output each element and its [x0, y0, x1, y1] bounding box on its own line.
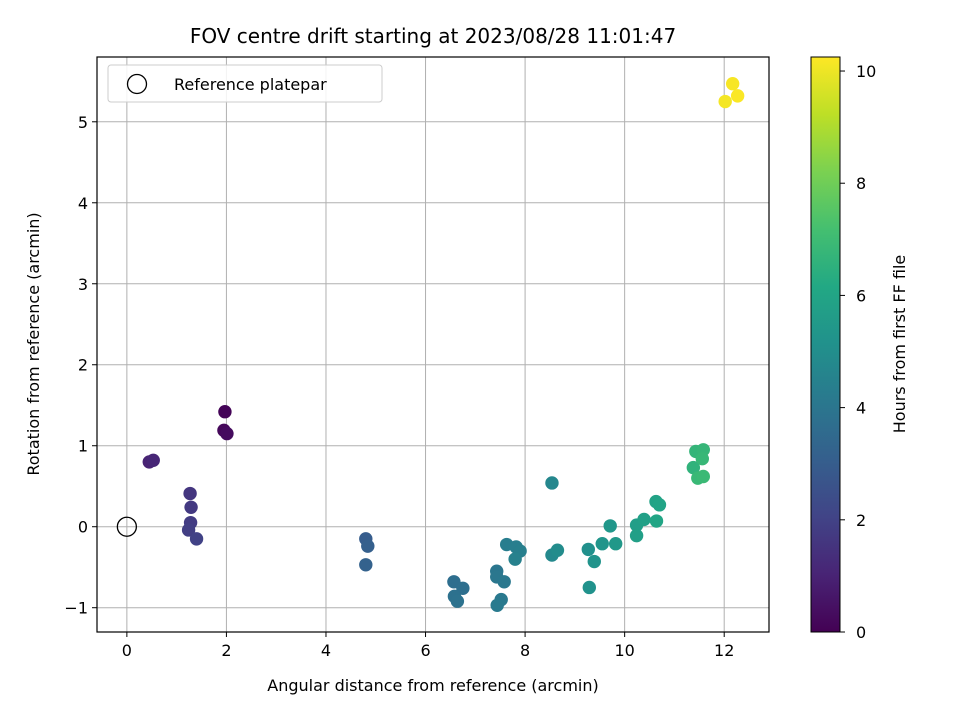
- data-point: [696, 469, 710, 484]
- legend-box: [107, 64, 383, 103]
- colorbar-tick-label: 0: [856, 623, 866, 642]
- x-tick-label: 8: [520, 641, 530, 660]
- data-point: [550, 543, 565, 557]
- data-point: [718, 94, 732, 109]
- data-point: [629, 528, 644, 543]
- y-tick-label: 2: [78, 356, 88, 375]
- colorbar-tick-label: 6: [856, 286, 866, 305]
- legend-entry-label: Reference platepar: [174, 75, 327, 94]
- data-point: [652, 498, 667, 512]
- colorbar-tick-label: 8: [856, 174, 866, 193]
- data-point: [189, 532, 204, 546]
- data-point: [497, 575, 511, 589]
- x-tick-label: 12: [714, 641, 734, 660]
- data-point: [587, 554, 601, 569]
- data-point: [637, 512, 651, 527]
- data-point: [581, 542, 596, 557]
- data-point: [649, 514, 664, 528]
- data-point: [695, 451, 709, 466]
- colorbar-gradient: [810, 56, 841, 633]
- x-tick-label: 10: [614, 641, 634, 660]
- y-axis-label: Rotation from reference (arcmin): [24, 212, 43, 475]
- colorbar-label: Hours from first FF file: [890, 255, 909, 434]
- data-point: [450, 594, 465, 608]
- colorbar-ticks: 0 2 4 6 8 10: [840, 62, 876, 642]
- legend-marker-icon: [126, 73, 148, 95]
- colorbar: 0 2 4 6 8 10 Hours from first FF file: [810, 56, 909, 642]
- data-points: [142, 77, 745, 612]
- data-point: [508, 552, 522, 566]
- y-tick-label: −1: [64, 599, 88, 618]
- colorbar-tick-label: 10: [856, 62, 876, 81]
- data-point: [730, 89, 745, 103]
- colorbar-tick-label: 2: [856, 511, 866, 530]
- data-point: [218, 405, 232, 419]
- y-tick-label: 5: [78, 113, 88, 132]
- data-point: [725, 77, 740, 91]
- data-point: [220, 426, 234, 441]
- x-axis-label: Angular distance from reference (arcmin): [267, 676, 598, 695]
- y-tick-label: 0: [78, 518, 88, 537]
- y-tick-label: 3: [78, 275, 88, 294]
- x-tick-label: 0: [122, 641, 132, 660]
- data-point: [184, 500, 198, 514]
- grid: [97, 57, 769, 632]
- data-point: [361, 539, 375, 553]
- data-point: [359, 558, 373, 572]
- data-point: [545, 476, 559, 490]
- data-point: [183, 486, 197, 501]
- data-point: [595, 537, 609, 551]
- x-tick-label: 4: [321, 641, 331, 660]
- colorbar-tick-label: 4: [856, 399, 866, 418]
- x-axis: 0 2 4 6 8 10 12: [122, 632, 734, 660]
- data-point: [582, 580, 597, 595]
- legend: Reference platepar: [107, 64, 383, 103]
- x-tick-label: 6: [420, 641, 430, 660]
- reference-marker: [116, 516, 138, 537]
- y-tick-label: 4: [78, 194, 88, 213]
- data-point: [146, 453, 160, 468]
- chart-title: FOV centre drift starting at 2023/08/28 …: [190, 24, 676, 48]
- y-tick-label: 1: [78, 437, 88, 456]
- data-point: [490, 598, 504, 612]
- data-point: [181, 523, 196, 537]
- data-point: [608, 537, 623, 551]
- x-tick-label: 2: [221, 641, 231, 660]
- data-point: [603, 519, 617, 533]
- y-axis: −1 0 1 2 3 4 5: [64, 113, 97, 618]
- data-point: [456, 581, 470, 595]
- plot-frame: [96, 56, 770, 633]
- data-point: [686, 460, 701, 475]
- reference-point: [116, 516, 138, 537]
